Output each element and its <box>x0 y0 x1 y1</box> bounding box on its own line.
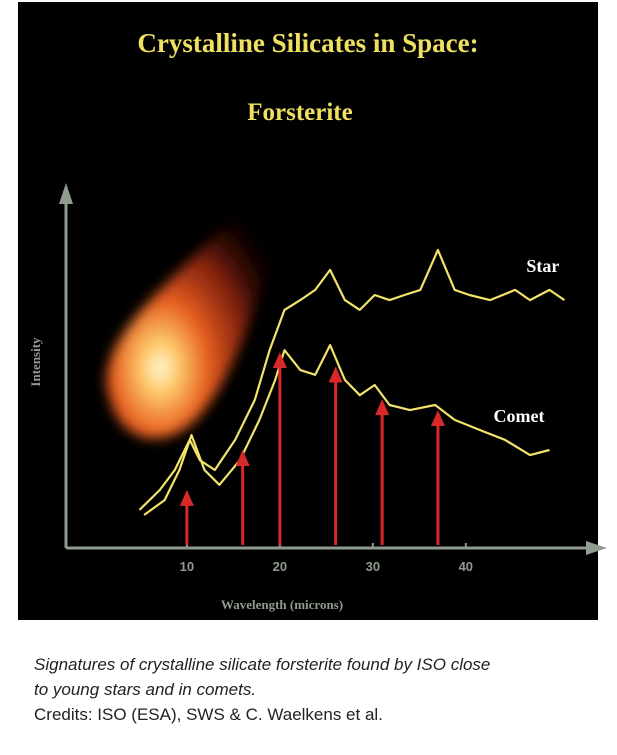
x-tick-label: 20 <box>273 559 287 574</box>
chart-subtitle: Forsterite <box>247 99 352 126</box>
chart-title: Crystalline Silicates in Space: <box>137 28 478 58</box>
caption: Signatures of crystalline silicate forst… <box>34 652 490 702</box>
x-tick-label: 40 <box>459 559 473 574</box>
x-axis-label: Wavelength (microns) <box>221 597 343 612</box>
caption-line: Signatures of crystalline silicate forst… <box>34 652 490 677</box>
x-tick-label: 10 <box>180 559 194 574</box>
x-tick-label: 30 <box>366 559 380 574</box>
series-label: Comet <box>494 406 545 426</box>
credits: Credits: ISO (ESA), SWS & C. Waelkens et… <box>34 702 383 727</box>
caption-line: to young stars and in comets. <box>34 677 490 702</box>
chart: Crystalline Silicates in Space: Forsteri… <box>0 0 617 640</box>
background <box>18 2 598 620</box>
y-axis-label: Intensity <box>28 337 43 387</box>
series-label: Star <box>526 256 559 276</box>
page: Crystalline Silicates in Space: Forsteri… <box>0 0 617 755</box>
